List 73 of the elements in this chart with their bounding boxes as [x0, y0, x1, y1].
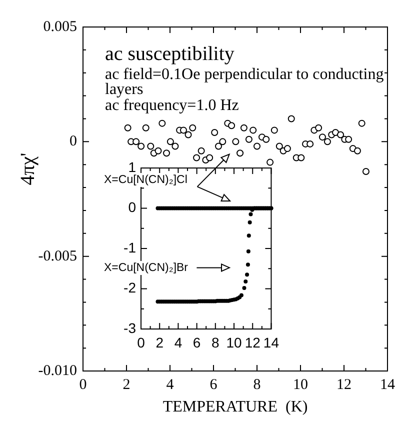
point — [284, 145, 291, 152]
point — [172, 142, 179, 150]
point — [219, 138, 226, 146]
point — [345, 136, 352, 143]
y-tick-label: -3 — [124, 320, 136, 336]
legend-label: X=Cu[N(CN)₂]Cl — [104, 173, 188, 187]
x-tick-label: 2 — [156, 334, 164, 350]
point — [254, 142, 260, 150]
point — [324, 138, 331, 146]
point — [262, 136, 270, 143]
x-tick-label: 2 — [122, 376, 130, 393]
y-tick-label: 1 — [128, 158, 136, 175]
y-tick-label: -1 — [124, 239, 136, 256]
point — [318, 134, 326, 141]
point — [298, 154, 305, 162]
point — [232, 138, 240, 146]
point — [138, 142, 145, 150]
point — [315, 124, 322, 132]
point — [158, 120, 166, 127]
x-tick-label: 14 — [380, 376, 396, 393]
y-tick-label: 0 — [70, 134, 77, 150]
point — [163, 150, 170, 157]
y-tick-label: -0.005 — [38, 248, 77, 264]
x-tick-label: 8 — [212, 334, 220, 350]
point — [270, 126, 278, 134]
point — [266, 158, 274, 166]
point — [180, 126, 187, 134]
point — [198, 147, 205, 154]
y-tick-label: -0.010 — [38, 362, 77, 379]
point — [215, 142, 222, 150]
point — [154, 147, 162, 154]
y-tick-label: 0.005 — [43, 18, 77, 35]
x-tick-label: 10 — [293, 376, 308, 393]
x-tick-label: 10 — [226, 334, 242, 350]
point — [245, 136, 252, 143]
point — [193, 154, 200, 162]
x-tick-label: 12 — [336, 376, 352, 393]
point — [189, 124, 196, 132]
y-tick-label: -2 — [124, 280, 136, 296]
point — [206, 154, 214, 162]
point — [236, 150, 244, 157]
point — [132, 138, 140, 146]
point — [142, 124, 150, 132]
x-tick-label: 4 — [166, 376, 174, 393]
point — [354, 147, 361, 154]
x-tick-label: 14 — [263, 334, 280, 350]
point — [147, 142, 154, 150]
point — [362, 168, 370, 175]
x-tick-label: 8 — [253, 376, 261, 393]
y-tick-label: 0 — [128, 199, 136, 216]
point — [358, 120, 366, 127]
legend-label: X=Cu[N(CN)₂]Br — [104, 261, 188, 275]
point — [332, 128, 340, 136]
point — [276, 142, 283, 150]
point — [184, 131, 192, 138]
x-tick-label: 6 — [192, 334, 201, 350]
point — [240, 124, 248, 132]
x-tick-label: 12 — [244, 334, 261, 350]
point — [124, 124, 132, 132]
point — [306, 140, 314, 148]
point — [288, 115, 295, 122]
point — [337, 131, 344, 138]
text: ac susceptibility — [105, 43, 234, 66]
x-tick-label: 0 — [79, 376, 87, 393]
y-axis-title: 4πχ' — [17, 152, 39, 186]
point — [228, 122, 236, 130]
x-axis-title: TEMPERATURE (K) — [162, 398, 308, 416]
annotation: ac frequency=1.0 Hz — [105, 97, 239, 114]
point — [211, 128, 218, 136]
point — [250, 126, 257, 134]
x-tick-label: 4 — [174, 334, 182, 350]
point — [166, 138, 174, 146]
x-tick-label: 6 — [210, 376, 218, 393]
